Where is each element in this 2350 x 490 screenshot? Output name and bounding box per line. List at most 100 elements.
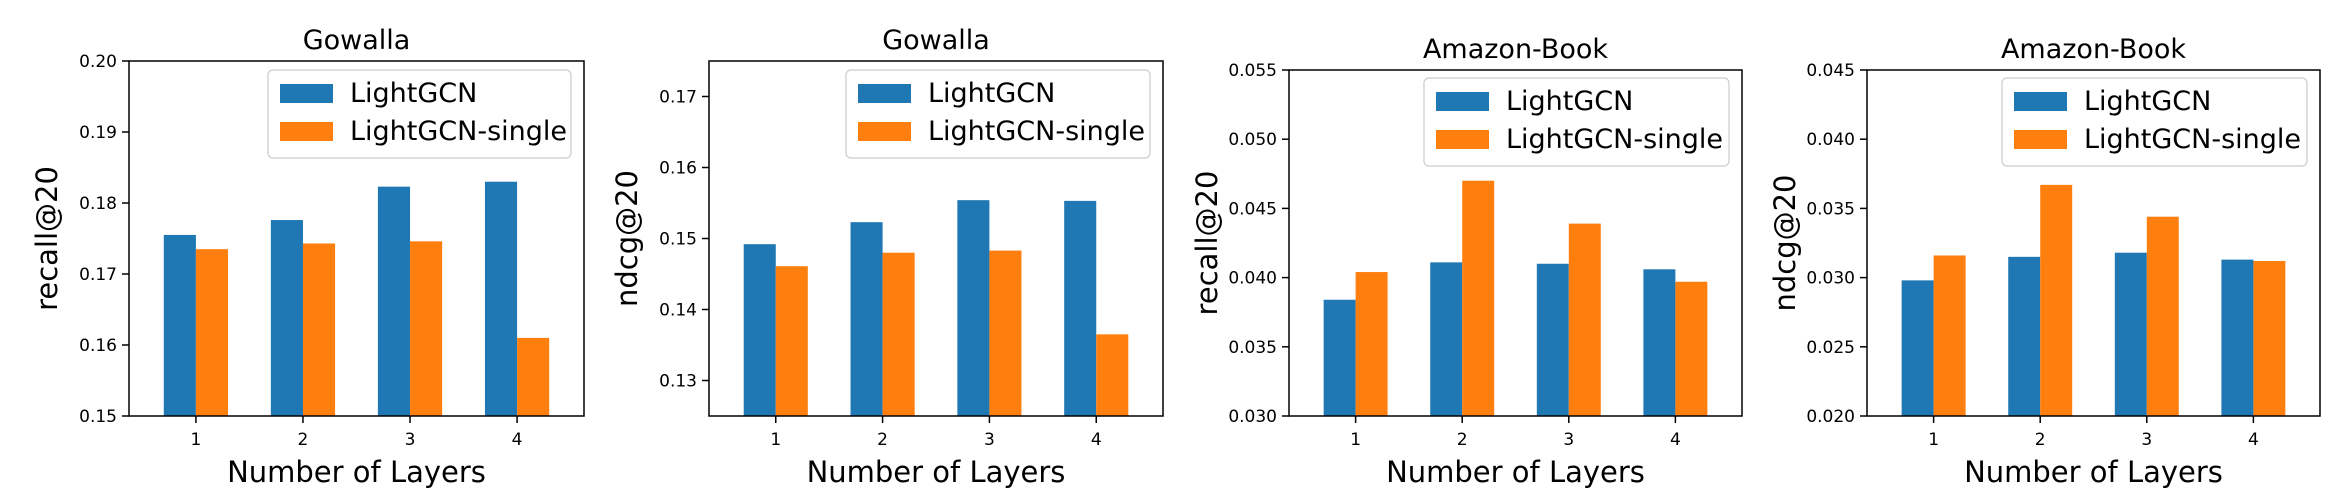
bar-lightgcn-3 (2114, 252, 2147, 416)
y-tick-label: 0.020 (1806, 407, 1855, 427)
y-tick-label: 0.20 (79, 52, 117, 72)
bar-lightgcn-single-2 (1462, 180, 1495, 416)
y-axis-title: ndcg@20 (610, 170, 644, 307)
bar-lightgcn-4 (1064, 200, 1097, 416)
legend-label: LightGCN (2084, 86, 2211, 117)
bar-lightgcn-4 (1643, 269, 1676, 416)
x-tick-label: 2 (1457, 430, 1468, 450)
plot-frame (128, 60, 585, 417)
bar-lightgcn-single-3 (1568, 223, 1601, 416)
x-tick-label: 4 (1091, 430, 1102, 450)
y-tick-label: 0.030 (1228, 407, 1277, 427)
chart-4: 1 2 3 4 0.020 0.025 0.030 0.035 0.040 0.045 Amazon… (1768, 34, 2321, 489)
x-tick-label: 4 (1670, 430, 1681, 450)
bar-lightgcn-1 (1901, 280, 1934, 416)
bar-lightgcn-single-3 (2146, 216, 2179, 416)
x-tick-label: 3 (1563, 430, 1574, 450)
chart-3: 1 2 3 4 0.030 0.035 0.040 0.045 0.050 0.055 Amazon… (1190, 34, 1743, 489)
bar-lightgcn-single-1 (1355, 272, 1388, 416)
y-tick-label: 0.15 (79, 407, 117, 427)
x-tick-label: 3 (984, 430, 995, 450)
y-tick-label: 0.035 (1228, 338, 1277, 358)
bar-lightgcn-2 (850, 222, 883, 416)
y-tick-label: 0.030 (1806, 269, 1855, 289)
x-tick-label: 3 (405, 430, 416, 450)
y-tick-label: 0.16 (79, 336, 117, 356)
bar-lightgcn-single-2 (2040, 184, 2073, 416)
bar-lightgcn-single-4 (2253, 260, 2286, 416)
x-tick-label: 2 (298, 430, 309, 450)
y-tick-label: 0.19 (79, 123, 117, 143)
y-tick-label: 0.18 (79, 194, 117, 214)
bar-lightgcn-single-3 (410, 241, 443, 416)
y-tick-label: 0.14 (659, 301, 697, 321)
x-tick-label: 4 (2248, 430, 2259, 450)
chart-title: Gowalla (303, 25, 411, 56)
legend-box (2001, 77, 2308, 167)
bar-lightgcn-3 (957, 200, 990, 416)
legend: LightGCN LightGCN-single (1423, 77, 1730, 167)
bar-lightgcn-3 (1536, 263, 1569, 416)
x-tick-label: 2 (2035, 430, 2046, 450)
legend-box (845, 69, 1151, 159)
bar-lightgcn-1 (743, 244, 776, 416)
legend-label: LightGCN-single (928, 116, 1145, 147)
x-tick-label: 1 (770, 430, 781, 450)
legend-swatch-lightgcn (858, 84, 911, 103)
x-tick-label: 1 (1928, 430, 1939, 450)
chart-title: Amazon-Book (1423, 34, 1608, 65)
x-axis-title: Number of Layers (1386, 455, 1645, 489)
bar-lightgcn-3 (377, 186, 411, 416)
legend-label: LightGCN-single (2084, 124, 2301, 155)
bar-lightgcn-single-4 (1096, 334, 1129, 416)
x-tick-label: 2 (877, 430, 888, 450)
y-tick-label: 0.055 (1228, 61, 1277, 81)
legend-swatch-lightgcn (280, 84, 333, 103)
x-tick-label: 1 (1350, 430, 1361, 450)
bar-lightgcn-4 (2221, 259, 2254, 416)
legend-swatch-lightgcn (2014, 92, 2067, 111)
x-axis-title: Number of Layers (807, 455, 1066, 489)
chart-1: 1 2 3 4 0.15 0.16 0.17 0.18 0.19 0.20 Gowalla Numbe… (30, 25, 585, 489)
bar-lightgcn-2 (270, 220, 303, 416)
bar-lightgcn-single-2 (302, 243, 336, 416)
legend-swatch-lightgcn-single (280, 122, 333, 141)
x-tick-label: 3 (2141, 430, 2152, 450)
bar-lightgcn-single-1 (775, 266, 808, 416)
bar-lightgcn-2 (2008, 256, 2041, 416)
legend-swatch-lightgcn (1436, 92, 1489, 111)
y-tick-label: 0.040 (1806, 130, 1855, 150)
y-tick-label: 0.035 (1806, 199, 1855, 219)
legend-swatch-lightgcn-single (1436, 130, 1489, 149)
legend: LightGCN LightGCN-single (845, 69, 1151, 159)
chart-2: 1 2 3 4 0.13 0.14 0.15 0.16 0.17 Gowalla Number of… (610, 25, 1164, 489)
legend-label: LightGCN (1506, 86, 1633, 117)
y-tick-label: 0.045 (1228, 199, 1277, 219)
y-tick-label: 0.045 (1806, 61, 1855, 81)
legend: LightGCN LightGCN-single (267, 69, 572, 159)
y-tick-label: 0.17 (79, 265, 117, 285)
legend: LightGCN LightGCN-single (2001, 77, 2308, 167)
x-tick-label: 4 (512, 430, 523, 450)
legend-label: LightGCN (928, 78, 1055, 109)
legend-swatch-lightgcn-single (858, 122, 911, 141)
y-axis-title: recall@20 (1190, 171, 1224, 316)
y-tick-label: 0.15 (659, 230, 697, 250)
bar-lightgcn-4 (484, 181, 518, 416)
y-tick-label: 0.13 (659, 372, 697, 392)
y-tick-label: 0.050 (1228, 130, 1277, 150)
bar-lightgcn-single-2 (882, 252, 915, 416)
y-axis-title: ndcg@20 (1768, 174, 1802, 311)
y-tick-label: 0.17 (659, 88, 697, 108)
x-tick-label: 1 (190, 430, 201, 450)
x-axis-title: Number of Layers (1964, 455, 2223, 489)
bar-lightgcn-1 (163, 234, 196, 416)
chart-title: Amazon-Book (2001, 34, 2186, 65)
plot-frame (1288, 69, 1743, 417)
legend-label: LightGCN (350, 78, 477, 109)
bar-lightgcn-1 (1323, 299, 1356, 416)
plot-frame (1866, 69, 2321, 417)
chart-title: Gowalla (882, 25, 990, 56)
y-axis-title: recall@20 (30, 166, 64, 311)
